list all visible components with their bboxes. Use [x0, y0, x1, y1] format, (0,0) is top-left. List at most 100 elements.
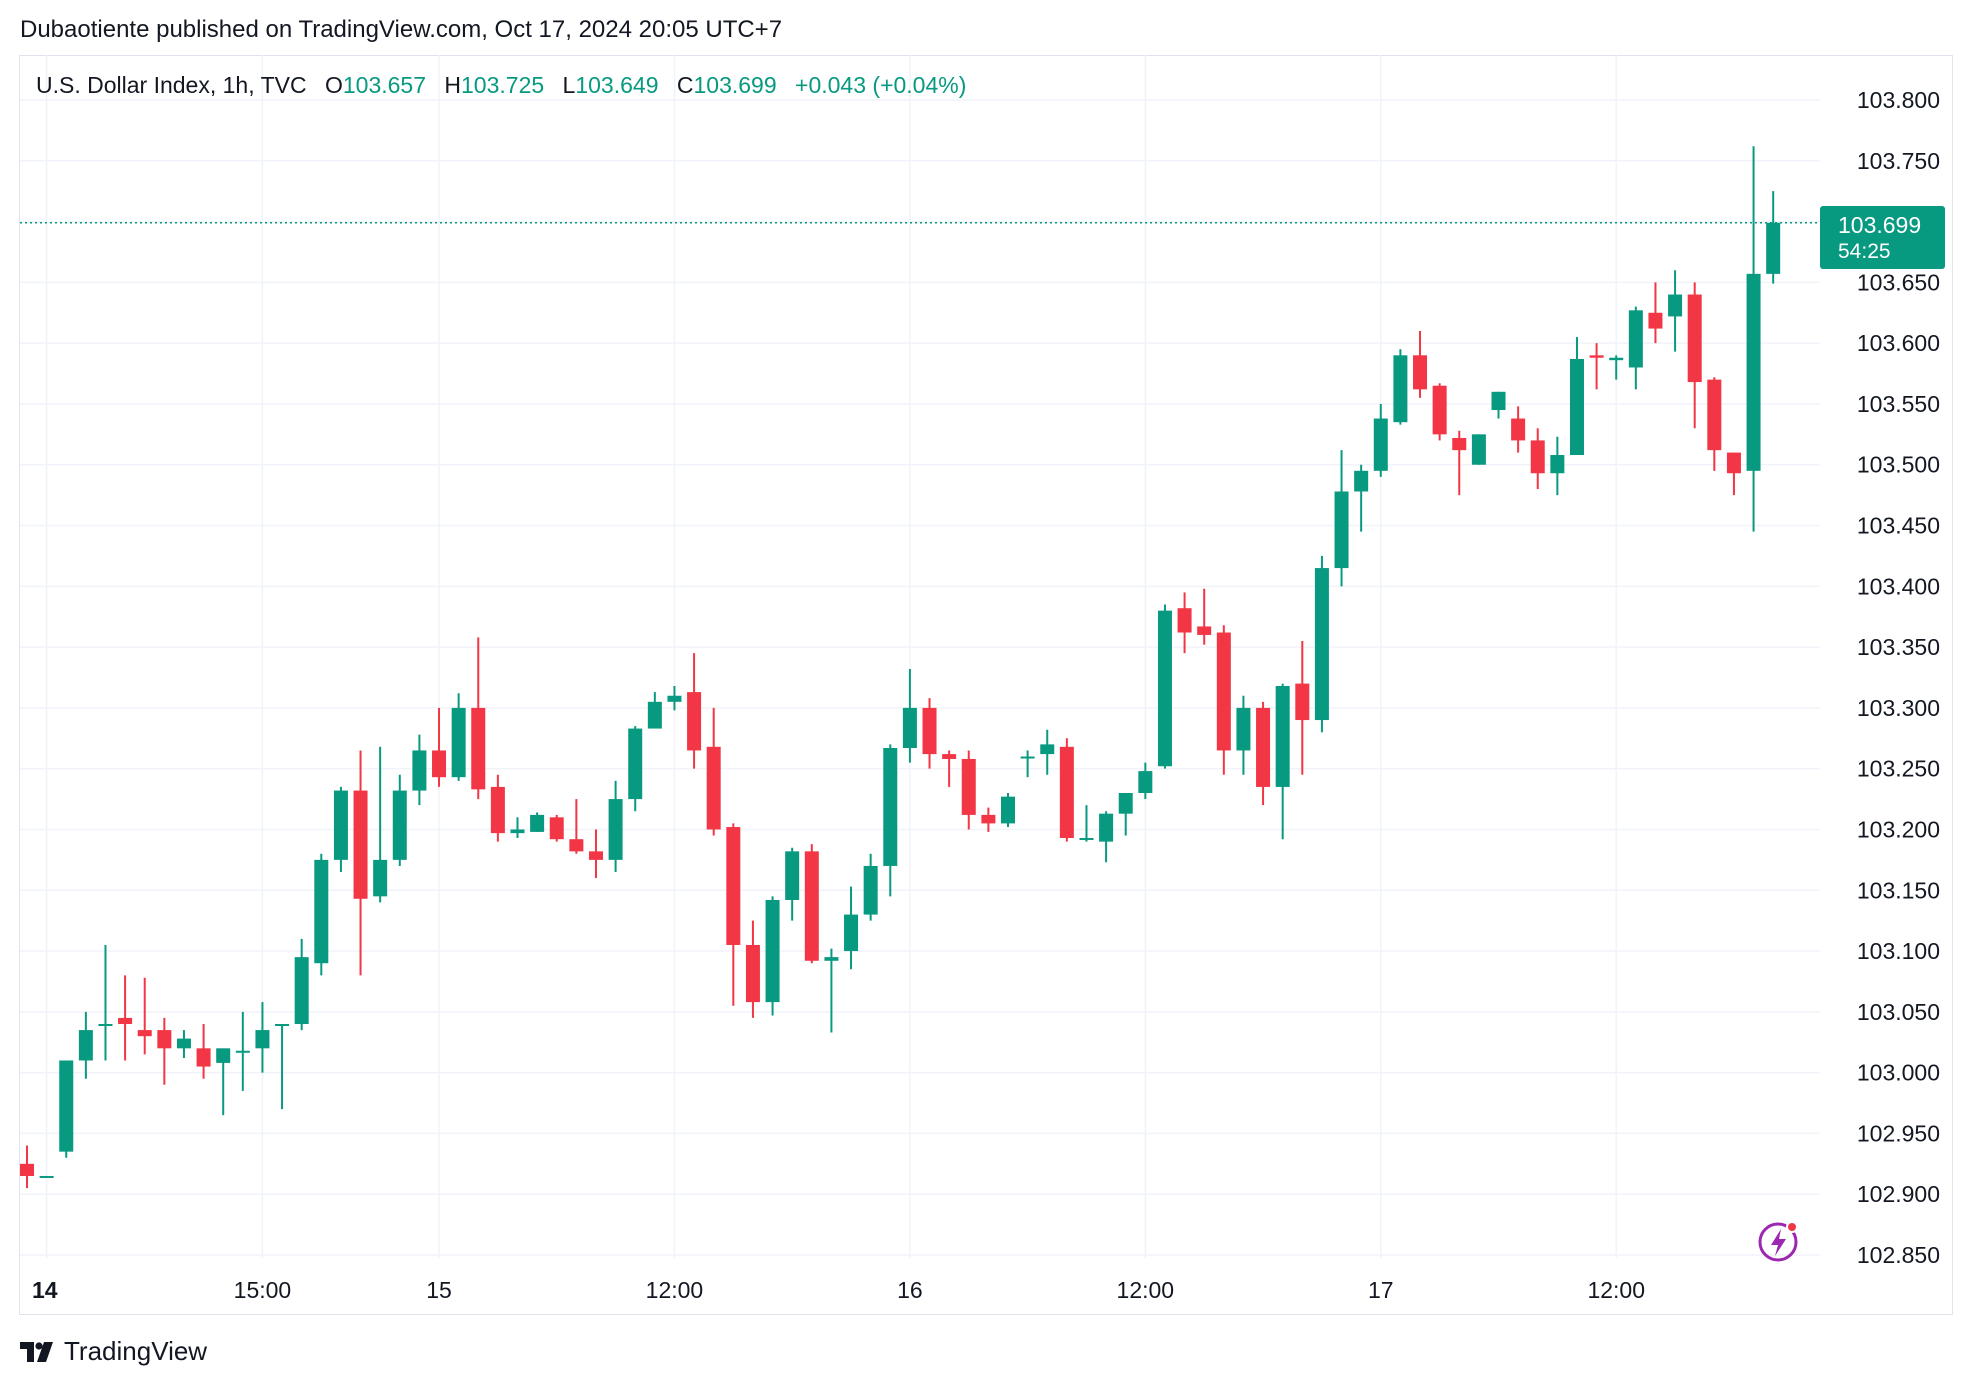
time-axis[interactable]: 14 15:00 15 12:00 16 12:00 17 12:00 — [32, 1277, 1645, 1303]
candle-down[interactable] — [1177, 592, 1192, 654]
candle-down[interactable] — [490, 774, 505, 842]
candle-down[interactable] — [569, 799, 584, 854]
candle-up[interactable] — [1609, 355, 1624, 380]
candle-up[interactable] — [392, 774, 407, 866]
candle-up[interactable] — [294, 938, 309, 1031]
candle-down[interactable] — [1511, 406, 1526, 453]
candle-up[interactable] — [216, 1048, 231, 1116]
candle-up[interactable] — [1001, 793, 1015, 828]
candle-up[interactable] — [844, 886, 859, 970]
candle-down[interactable] — [981, 807, 996, 832]
candle-down[interactable] — [353, 750, 368, 976]
candle-up[interactable] — [314, 853, 329, 976]
candle-down[interactable] — [588, 829, 603, 879]
candle-up[interactable] — [1766, 191, 1781, 284]
candle-down[interactable] — [1707, 377, 1722, 471]
candle-body — [844, 914, 859, 952]
candle-down[interactable] — [1648, 282, 1663, 344]
candle-up[interactable] — [1491, 391, 1506, 419]
candle-down[interactable] — [1687, 282, 1702, 429]
candle-down[interactable] — [1256, 701, 1271, 806]
candle-body — [1040, 744, 1055, 755]
candle-down[interactable] — [157, 1017, 172, 1085]
candle-body — [667, 695, 682, 702]
candle-up[interactable] — [1550, 436, 1565, 496]
candle-up[interactable] — [1099, 811, 1114, 863]
candle-down[interactable] — [1216, 625, 1231, 775]
candle-up[interactable] — [451, 693, 466, 781]
candle-up[interactable] — [1314, 555, 1329, 733]
candle-up[interactable] — [1746, 146, 1761, 532]
candle-down[interactable] — [1197, 588, 1212, 645]
candle-up[interactable] — [59, 1060, 74, 1158]
candle-down[interactable] — [804, 844, 819, 964]
candle-up[interactable] — [176, 1030, 191, 1059]
candle-up[interactable] — [1471, 434, 1486, 465]
candle-up[interactable] — [1628, 306, 1643, 390]
candle-up[interactable] — [628, 726, 643, 812]
tradingview-brand[interactable]: TradingView — [20, 1336, 207, 1367]
candle-up[interactable] — [765, 896, 780, 1016]
candle-down[interactable] — [196, 1024, 211, 1079]
candle-down[interactable] — [687, 653, 702, 769]
candle-up[interactable] — [39, 1175, 54, 1178]
candle-up[interactable] — [1569, 337, 1584, 456]
candle-down[interactable] — [1413, 331, 1428, 398]
candle-up[interactable] — [373, 746, 388, 903]
candle-up[interactable] — [1079, 805, 1094, 842]
candle-down[interactable] — [1530, 428, 1545, 490]
candle-down[interactable] — [20, 1145, 34, 1189]
candle-up[interactable] — [1040, 729, 1055, 775]
candle-up[interactable] — [1668, 270, 1683, 352]
candle-up[interactable] — [1393, 349, 1408, 425]
candle-down[interactable] — [706, 707, 721, 836]
candle-up[interactable] — [1138, 762, 1153, 800]
candle-up[interactable] — [1118, 793, 1133, 836]
symbol-name[interactable]: U.S. Dollar Index, 1h, TVC — [36, 72, 307, 98]
candle-up[interactable] — [1334, 450, 1349, 587]
candle-down[interactable] — [471, 637, 486, 800]
candle-down[interactable] — [922, 698, 937, 769]
candle-up[interactable] — [883, 744, 898, 897]
candle-down[interactable] — [1295, 641, 1310, 775]
candle-down[interactable] — [549, 814, 564, 842]
candle-down[interactable] — [726, 823, 741, 1006]
candle-down[interactable] — [942, 750, 957, 787]
candle-down[interactable] — [432, 707, 447, 787]
candle-up[interactable] — [608, 780, 623, 873]
candle-up[interactable] — [667, 686, 682, 711]
candle-up[interactable] — [1373, 403, 1388, 477]
candle-up[interactable] — [98, 944, 113, 1061]
candle-up[interactable] — [412, 734, 427, 806]
candle-up[interactable] — [863, 853, 878, 921]
candle-up[interactable] — [1020, 750, 1035, 778]
candle-up[interactable] — [1275, 683, 1290, 840]
candle-down[interactable] — [1589, 343, 1604, 390]
price-axis[interactable]: 103.800103.750103.700103.650103.600103.5… — [1857, 87, 1940, 1268]
candle-down[interactable] — [1432, 383, 1447, 441]
candle-down[interactable] — [745, 920, 760, 1018]
candle-up[interactable] — [275, 1024, 290, 1110]
candle-down[interactable] — [1059, 738, 1074, 842]
candle-up[interactable] — [1236, 695, 1251, 775]
candle-down[interactable] — [961, 750, 976, 830]
candle-up[interactable] — [647, 692, 662, 729]
candle-up[interactable] — [78, 1011, 93, 1079]
candle-up[interactable] — [510, 817, 525, 838]
candle-down[interactable] — [1726, 452, 1741, 496]
candle-up[interactable] — [255, 1002, 270, 1073]
candle-up[interactable] — [824, 948, 839, 1033]
lightning-icon[interactable] — [1756, 1216, 1804, 1269]
candle-up[interactable] — [902, 668, 917, 763]
candle-down[interactable] — [137, 977, 152, 1055]
candle-up[interactable] — [530, 812, 545, 832]
candle-up[interactable] — [1354, 464, 1369, 532]
candle-down[interactable] — [1452, 430, 1467, 496]
candle-up[interactable] — [333, 786, 348, 873]
candle-up[interactable] — [235, 1011, 250, 1091]
candle-up[interactable] — [785, 847, 800, 921]
candle-up[interactable] — [1157, 604, 1172, 769]
candle-down[interactable] — [118, 975, 133, 1061]
open-label: O — [324, 72, 343, 98]
